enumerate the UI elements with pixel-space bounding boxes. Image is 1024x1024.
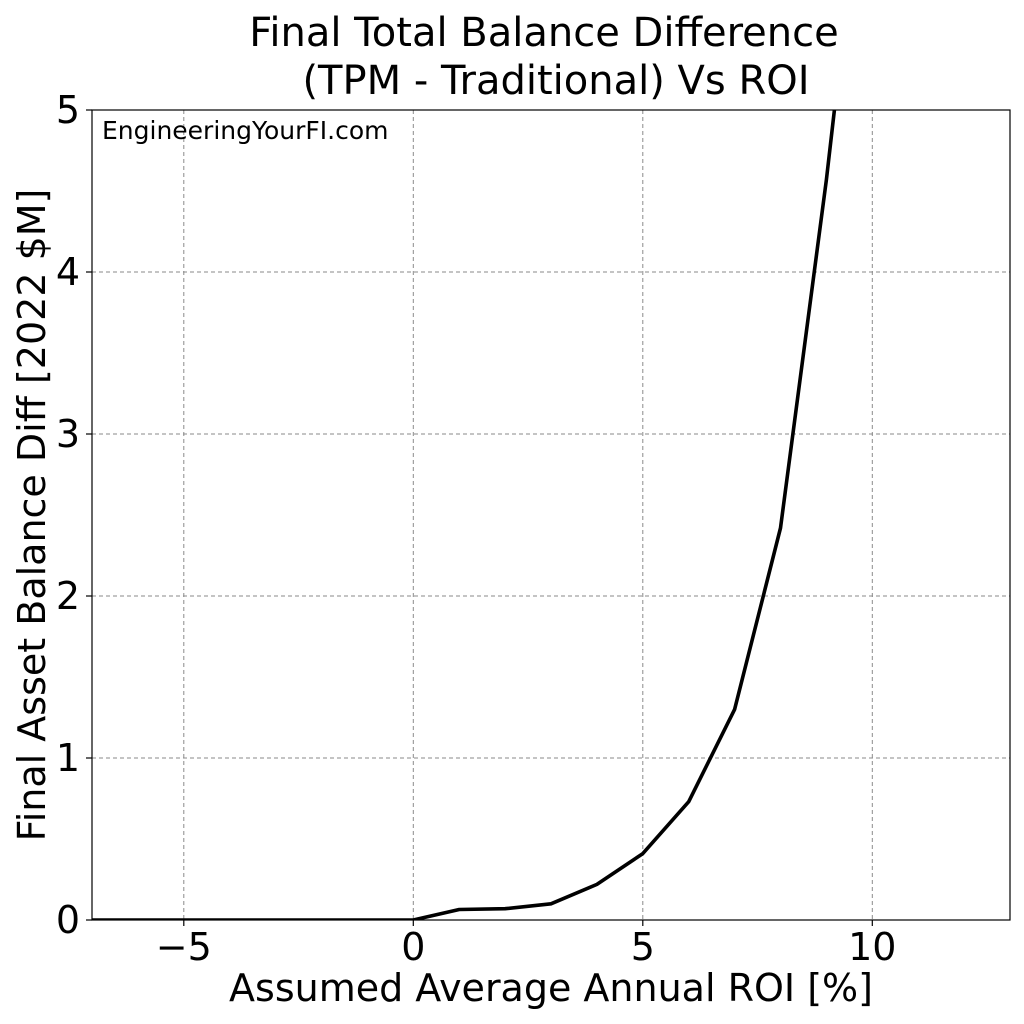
x-axis-label: Assumed Average Annual ROI [%]: [229, 966, 873, 1010]
tick-layer: −5 0 5 10 0 1 2 3 4 5: [56, 88, 897, 969]
y-tick-label: 5: [56, 88, 80, 132]
grid-layer: [92, 110, 1010, 920]
chart-title-line-2: (TPM - Traditional) Vs ROI: [302, 58, 809, 104]
y-axis-label: Final Asset Balance Diff [2022 $M]: [10, 189, 54, 842]
y-tick-label: 3: [56, 412, 80, 456]
y-tick-label: 4: [56, 250, 80, 294]
chart-title-line-1: Final Total Balance Difference: [249, 10, 839, 56]
x-tick-label: −5: [156, 925, 212, 969]
y-tick-label: 0: [56, 898, 80, 942]
watermark-text: EngineeringYourFI.com: [102, 116, 388, 145]
x-tick-label: 0: [401, 925, 425, 969]
y-tick-label: 1: [56, 736, 80, 780]
x-tick-label: 10: [848, 925, 896, 969]
series-layer: [92, 110, 837, 920]
series-line: [92, 110, 837, 920]
plot-frame: [91, 109, 1011, 921]
y-tick-label: 2: [56, 574, 80, 618]
x-tick-label: 5: [631, 925, 655, 969]
